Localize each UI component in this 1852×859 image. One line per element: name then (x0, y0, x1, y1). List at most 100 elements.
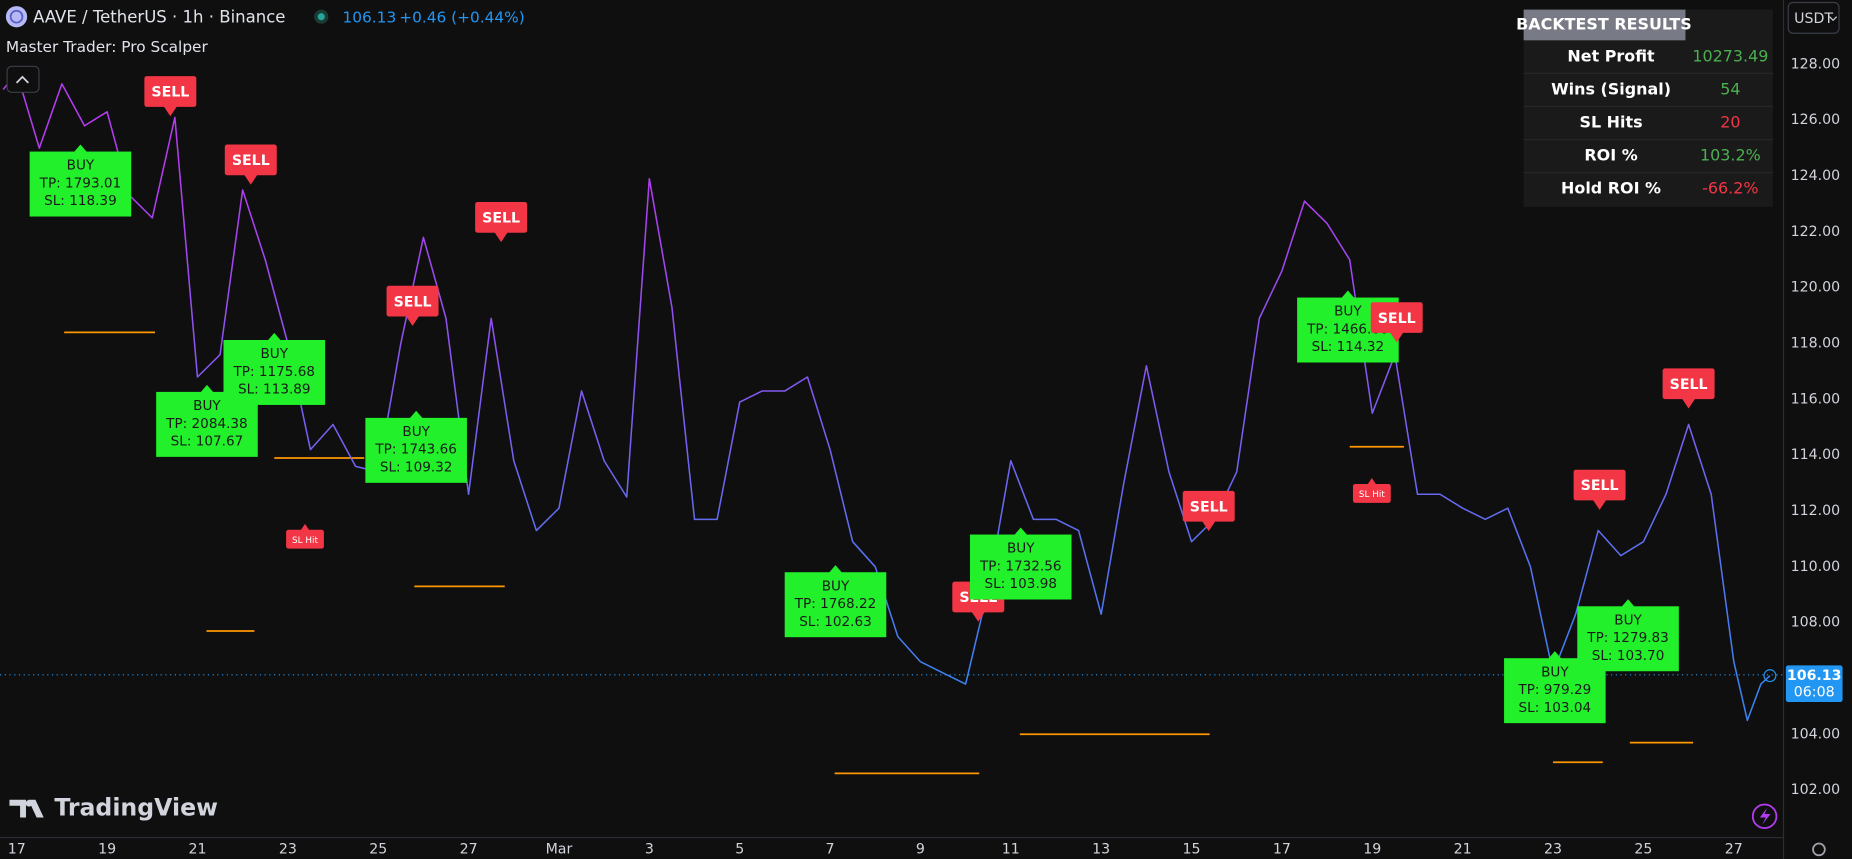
backtest-label: Net Profit (1567, 46, 1655, 65)
sl-hit-label (286, 529, 324, 549)
sell-arrow (971, 611, 986, 622)
backtest-value: 54 (1720, 79, 1740, 98)
indicator-name[interactable]: Master Trader: Pro Scalper (6, 38, 209, 56)
sell-arrow (1389, 331, 1404, 343)
header-change: +0.46 (+0.44%) (399, 8, 524, 26)
sell-label (1182, 490, 1235, 522)
backtest-value: 103.2% (1700, 146, 1761, 165)
signal-sell: SELL (386, 285, 439, 326)
sell-label-text: SELL (151, 85, 189, 101)
sl-hit-arrow (1367, 478, 1377, 486)
backtest-label: Wins (Signal) (1551, 79, 1671, 98)
buy-label-text: BUY (1541, 664, 1569, 680)
buy-label-text: BUY (1007, 541, 1035, 557)
signal-buy: BUY TP: 1768.22 SL: 102.63 (784, 565, 887, 638)
x-tick-label: 19 (98, 841, 116, 857)
buy-label-text: TP: 1175.68 (233, 364, 316, 380)
countdown-label: 06:08 (1794, 685, 1835, 701)
header-price: 106.13 (343, 8, 397, 26)
last-price-box (1785, 665, 1843, 703)
buy-label-text: BUY (1614, 612, 1642, 628)
signal-sell: SELL (224, 144, 277, 185)
sell-arrow (1681, 397, 1696, 409)
brand-logo-dot (25, 800, 33, 807)
x-tick-label: 9 (916, 841, 925, 857)
buy-label-text: SL: 102.63 (799, 614, 872, 630)
buy-label (784, 572, 887, 638)
buy-arrow (828, 565, 843, 574)
market-status-dot (317, 13, 325, 21)
buy-arrow (1013, 527, 1028, 536)
y-tick-label: 122.00 (1791, 224, 1841, 240)
buy-label-text: BUY (67, 158, 95, 174)
signal-sell: SELL (1370, 302, 1423, 343)
sell-label-text: SELL (1378, 311, 1416, 327)
x-tick-label: 21 (1454, 841, 1472, 857)
sell-label-text: SELL (232, 153, 270, 169)
buy-label-text: TP: 1793.01 (39, 175, 122, 191)
buy-label (29, 151, 132, 217)
x-tick-label: 25 (369, 841, 387, 857)
x-tick-label: 11 (1002, 841, 1020, 857)
x-tick-label: 25 (1634, 841, 1652, 857)
backtest-label: SL Hits (1580, 112, 1643, 131)
y-tick-label: 116.00 (1791, 391, 1841, 407)
buy-arrow (73, 144, 88, 153)
currency-label: USDT (1794, 11, 1833, 27)
buy-label-text: TP: 1466.60 (1306, 321, 1389, 337)
sell-label (1573, 469, 1626, 501)
currency-button[interactable] (1787, 1, 1840, 34)
buy-label-text: BUY (402, 424, 430, 440)
y-tick-label: 124.00 (1791, 168, 1841, 184)
x-tick-label: 23 (1544, 841, 1562, 857)
sell-arrow (163, 105, 178, 117)
signal-buy: BUY TP: 1175.68 SL: 113.89 (223, 332, 326, 405)
x-tick-label: 13 (1092, 841, 1110, 857)
brand-logo (9, 799, 44, 818)
x-tick-label: 21 (188, 841, 206, 857)
buy-label-text: TP: 1732.56 (979, 558, 1062, 574)
buy-label-text: BUY (193, 398, 221, 414)
x-tick-label: Mar (546, 841, 573, 857)
buy-label-text: BUY (1334, 304, 1362, 320)
buy-label-text: SL: 103.98 (984, 576, 1057, 592)
backtest-value: 20 (1720, 112, 1740, 131)
sell-arrow (494, 231, 509, 243)
lightning-button[interactable] (1751, 803, 1778, 830)
y-tick-label: 128.00 (1791, 56, 1841, 72)
brand-name[interactable]: TradingView (54, 794, 218, 822)
settings-button[interactable] (1812, 842, 1826, 857)
lightning-icon (1759, 808, 1771, 825)
x-tick-label: 5 (735, 841, 744, 857)
sell-arrow (243, 174, 258, 185)
x-tick-label: 17 (8, 841, 26, 857)
sell-arrow (1201, 520, 1216, 532)
buy-label-text: SL: 103.70 (1592, 648, 1665, 664)
buy-label (223, 339, 326, 405)
sell-label-text: SELL (394, 294, 432, 310)
buy-label-text: SL: 118.39 (44, 193, 117, 209)
sell-arrow (1592, 499, 1607, 510)
buy-arrow (409, 410, 424, 420)
buy-arrow (1620, 599, 1636, 608)
symbol-logo (5, 6, 28, 28)
sl-hit-label-text: SL Hit (1359, 490, 1385, 500)
buy-label-text: SL: 103.04 (1519, 700, 1592, 716)
buy-arrow (199, 384, 215, 394)
y-tick-label: 120.00 (1791, 280, 1841, 296)
sell-label (144, 76, 197, 107)
x-tick-label: 27 (460, 841, 478, 857)
buy-label-text: SL: 109.32 (380, 459, 453, 475)
y-tick-label: 112.00 (1791, 503, 1841, 519)
y-tick-label: 118.00 (1791, 336, 1841, 352)
sell-label (1662, 368, 1715, 400)
x-tick-label: 7 (826, 841, 835, 857)
buy-label-text: SL: 114.32 (1312, 339, 1385, 355)
y-tick-label: 108.00 (1791, 615, 1841, 631)
signal-slhit: SL Hit (286, 523, 324, 549)
backtest-title-bg (1523, 9, 1686, 41)
collapse-button[interactable] (6, 65, 40, 93)
